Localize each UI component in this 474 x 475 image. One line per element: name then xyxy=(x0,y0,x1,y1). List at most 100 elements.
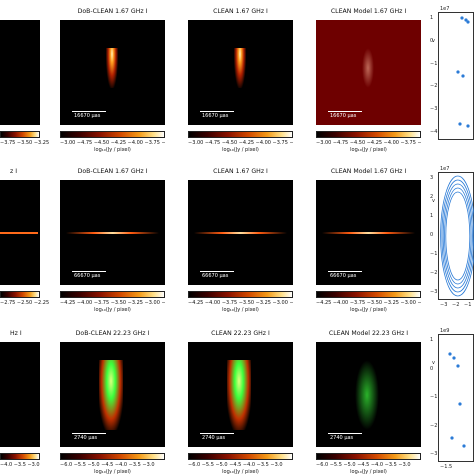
uv-scale-exponent: 1e7 xyxy=(440,6,450,12)
panel-title: CLEAN 1.67 GHz I xyxy=(213,168,268,175)
source-emission xyxy=(233,48,246,88)
uv-y-tick: 3 xyxy=(430,175,434,181)
uv-points xyxy=(440,175,474,297)
truncated-left-image xyxy=(0,20,40,125)
uv-point xyxy=(458,402,462,406)
uv-axis-label: v xyxy=(432,37,435,44)
scale-bar-label: 66670 μas xyxy=(74,273,101,279)
uv-y-tick: −2 xyxy=(430,270,438,276)
panel-title: CLEAN Model 1.67 GHz I xyxy=(330,8,407,15)
image-panel: 2740 μas xyxy=(316,342,421,447)
scale-bar-label: 2740 μas xyxy=(74,435,98,441)
uv-point xyxy=(466,20,470,24)
colorbar-ticks: −3.00 −4.75 −4.50 −4.25 −4.00 −3.75 −3.5… xyxy=(60,140,165,146)
colorbar-ticks: −6.0 −5.5 −5.0 −4.5 −4.0 −3.5 −3.0 xyxy=(316,462,411,468)
uv-x-tick: −1.5 xyxy=(440,464,453,470)
uv-y-tick: −3 xyxy=(430,451,438,457)
uv-x-tick: −2 xyxy=(452,302,460,308)
colorbar xyxy=(60,453,165,460)
colorbar-ticks: −6.0 −5.5 −5.0 −4.5 −4.0 −3.5 −3.0 xyxy=(188,462,283,468)
image-panel: 66670 μas xyxy=(188,180,293,285)
colorbar-ticks: −4.25 −4.00 −3.75 −3.50 −3.25 −3.00 −2.7… xyxy=(188,300,293,306)
image-panel: 2740 μas xyxy=(60,342,165,447)
panel-title: DoB-CLEAN 1.67 GHz I xyxy=(77,168,148,175)
uv-track xyxy=(445,191,471,281)
scale-bar-label: 16670 μas xyxy=(202,113,229,119)
image-panel: 66670 μas xyxy=(316,180,421,285)
uv-points xyxy=(456,16,470,128)
uv-point xyxy=(466,124,470,128)
uv-y-tick: 1 xyxy=(430,337,434,343)
uv-y-tick: −2 xyxy=(430,83,438,90)
colorbar-label: log₁₀(Jy / pixel) xyxy=(222,147,259,153)
colorbar-label: log₁₀(Jy / pixel) xyxy=(94,469,131,475)
source-emission xyxy=(194,231,287,234)
image-panel: 16670 μas xyxy=(188,20,293,125)
panel-title: CLEAN 1.67 GHz I xyxy=(213,8,268,15)
panel-title: CLEAN 22.23 GHz I xyxy=(211,330,270,337)
uv-y-tick: 1 xyxy=(430,213,434,219)
colorbar xyxy=(60,131,165,138)
source-emission xyxy=(105,48,118,88)
panel-title: DoB-CLEAN 22.23 GHz I xyxy=(75,330,150,337)
uv-y-tick: 0 xyxy=(430,37,434,44)
uv-track xyxy=(440,175,474,297)
uv-track xyxy=(442,183,473,289)
bright-jet-streak xyxy=(0,231,38,234)
truncated-left-colorbar-ticks: −4.0 −3.5 −3.0 xyxy=(0,462,40,468)
colorbar-label: log₁₀(Jy / pixel) xyxy=(350,469,387,475)
uv-y-tick: −3 xyxy=(430,289,438,295)
uv-y-tick: −1 xyxy=(430,60,438,67)
colorbar xyxy=(316,291,421,298)
truncated-left-image xyxy=(0,342,40,447)
scale-bar xyxy=(72,111,106,112)
uv-x-tick: −1 xyxy=(464,302,472,308)
colorbar xyxy=(188,131,293,138)
truncated-left-image xyxy=(0,180,40,285)
colorbar xyxy=(60,291,165,298)
uv-y-tick: −3 xyxy=(430,106,438,113)
scale-bar-label: 16670 μas xyxy=(74,113,101,119)
scale-bar xyxy=(72,271,106,272)
colorbar-label: log₁₀(Jy / pixel) xyxy=(94,147,131,153)
scale-bar-label: 2740 μas xyxy=(330,435,354,441)
source-emission xyxy=(226,360,251,430)
truncated-left-colorbar-ticks: −3.75 −3.50 −3.25 xyxy=(0,140,50,146)
truncated-left-title: Hz I xyxy=(10,330,22,337)
colorbar-ticks: −3.00 −4.75 −4.50 −4.25 −4.00 −3.75 −3.5… xyxy=(188,140,293,146)
scale-bar xyxy=(328,111,362,112)
uv-y-tick: −1 xyxy=(430,251,438,257)
uv-axis-label: v xyxy=(432,197,435,204)
uv-x-tick: −3 xyxy=(440,302,448,308)
uv-point xyxy=(450,436,454,440)
truncated-left-colorbar xyxy=(0,291,40,298)
colorbar-label: log₁₀(Jy / pixel) xyxy=(222,307,259,313)
truncated-left-colorbar-ticks: −2.75 −2.50 −2.25 xyxy=(0,300,50,306)
uv-y-tick: 2 xyxy=(430,194,434,200)
uv-point xyxy=(464,18,468,22)
colorbar xyxy=(188,291,293,298)
source-emission xyxy=(322,231,415,234)
scale-bar xyxy=(200,271,234,272)
scale-bar xyxy=(200,433,234,434)
colorbar-label: log₁₀(Jy / pixel) xyxy=(222,469,259,475)
scale-bar-label: 16670 μas xyxy=(330,113,357,119)
uv-y-tick: −4 xyxy=(430,129,438,135)
uv-y-tick: 0 xyxy=(430,232,434,238)
colorbar-ticks: −6.0 −5.5 −5.0 −4.5 −4.0 −3.5 −3.0 xyxy=(60,462,155,468)
colorbar xyxy=(316,131,421,138)
colorbar-ticks: −4.25 −4.00 −3.75 −3.50 −3.25 −3.00 −2.7… xyxy=(60,300,165,306)
colorbar xyxy=(316,453,421,460)
uv-points xyxy=(448,352,466,448)
scale-bar xyxy=(200,111,234,112)
uv-point xyxy=(460,16,464,20)
uv-scale-exponent: 1e7 xyxy=(440,166,450,172)
image-panel: 2740 μas xyxy=(188,342,293,447)
uv-y-tick: 0 xyxy=(430,365,434,372)
source-emission xyxy=(354,360,379,430)
truncated-left-colorbar xyxy=(0,131,40,138)
image-panel: 16670 μas xyxy=(316,20,421,125)
uv-point xyxy=(458,122,462,126)
uv-point xyxy=(456,364,460,368)
uv-y-tick: −1 xyxy=(430,394,438,400)
